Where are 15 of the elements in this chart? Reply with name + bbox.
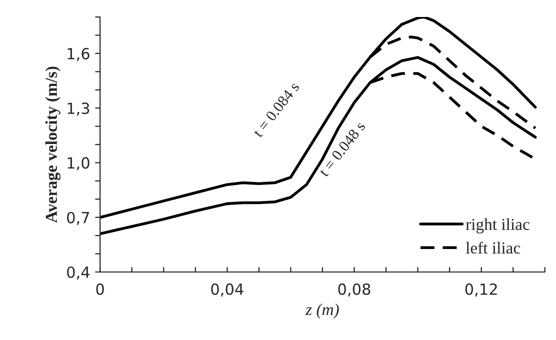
x-tick-label: 0,12	[465, 283, 497, 296]
x-axis-title: z (m)	[305, 303, 339, 319]
y-tick-label: 0,7	[67, 212, 90, 225]
y-tick-label: 1,6	[68, 48, 90, 62]
legend-label: left iliac	[466, 242, 520, 254]
line-series	[100, 17, 537, 219]
legend-label: right iliac	[466, 218, 530, 234]
y-tick-label: 1,3	[68, 102, 90, 116]
y-tick-label: 1,0	[68, 157, 90, 170]
line-series	[100, 56, 537, 236]
x-tick-label: 0	[96, 283, 104, 295]
y-tick-label: 0,4	[67, 266, 90, 280]
x-tick-label: 0,04	[211, 283, 244, 296]
y-axis-title: Average velocity (m/s)	[45, 66, 61, 223]
x-tick-label: 0,08	[338, 283, 370, 296]
